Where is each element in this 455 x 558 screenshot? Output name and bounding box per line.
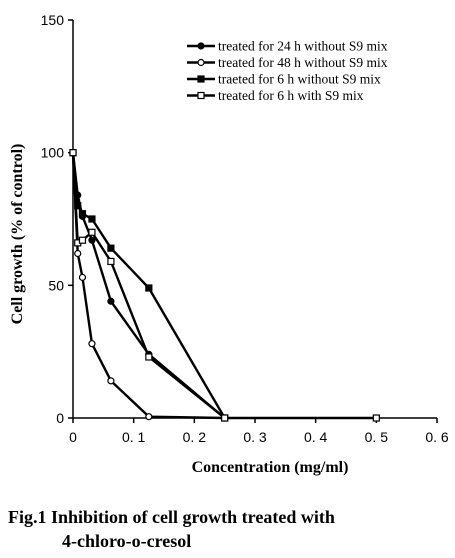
data-point — [88, 228, 96, 236]
x-tick-label: 0. 6 — [425, 429, 449, 445]
legend-label: treated for 6 h with S9 mix — [218, 88, 364, 103]
data-point — [145, 353, 153, 361]
x-tick-label: 0. 5 — [365, 429, 389, 445]
data-point — [88, 340, 96, 348]
data-point — [197, 42, 205, 50]
x-tick-label: 0 — [69, 429, 77, 445]
data-point — [107, 244, 115, 252]
legend-label: treated for 24 h without S9 mix — [218, 39, 388, 54]
data-point — [88, 215, 96, 223]
x-tick-label: 0. 2 — [183, 429, 207, 445]
data-point — [145, 284, 153, 292]
y-axis-title: Cell growth (% of control) — [9, 144, 26, 325]
data-point — [74, 249, 82, 258]
data-point — [107, 257, 115, 266]
data-point — [372, 414, 380, 422]
data-point — [221, 414, 229, 422]
data-point — [197, 58, 205, 67]
data-point — [107, 377, 115, 385]
x-tick-label: 0. 4 — [304, 429, 328, 445]
y-tick-label: 0 — [56, 410, 64, 426]
x-tick-label: 0. 3 — [243, 429, 267, 445]
data-point — [197, 75, 205, 83]
data-point — [78, 273, 87, 281]
data-point — [88, 236, 96, 244]
chart: 0 50 100 150 0 0. 1 0. 2 0. 3 0. 4 0. 5 0. 6 Concen… — [9, 12, 449, 476]
data-point — [69, 149, 77, 157]
figure-caption-line2: 4-chloro-o-cresol — [62, 531, 192, 551]
data-point — [78, 236, 87, 244]
y-tick-label: 50 — [48, 277, 64, 293]
x-tick-label: 0. 1 — [122, 429, 146, 445]
data-point — [107, 297, 115, 305]
x-axis-title: Concentration (mg/ml) — [192, 459, 349, 476]
y-tick-label: 100 — [41, 145, 65, 161]
series-line — [71, 152, 377, 420]
data-point — [78, 210, 87, 218]
figure-caption-line1: Fig.1 Inhibition of cell growth treated … — [8, 507, 335, 527]
legend-label: traeted for 6 h without S9 mix — [218, 72, 381, 87]
data-point — [197, 91, 205, 100]
data-point — [145, 413, 153, 421]
y-tick-label: 150 — [41, 12, 65, 28]
legend-label: treated for 48 h without S9 mix — [218, 55, 388, 70]
